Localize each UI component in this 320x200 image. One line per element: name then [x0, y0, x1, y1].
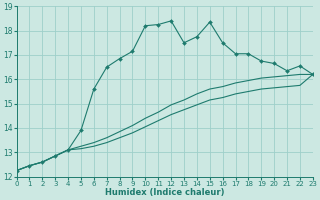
- X-axis label: Humidex (Indice chaleur): Humidex (Indice chaleur): [105, 188, 224, 197]
